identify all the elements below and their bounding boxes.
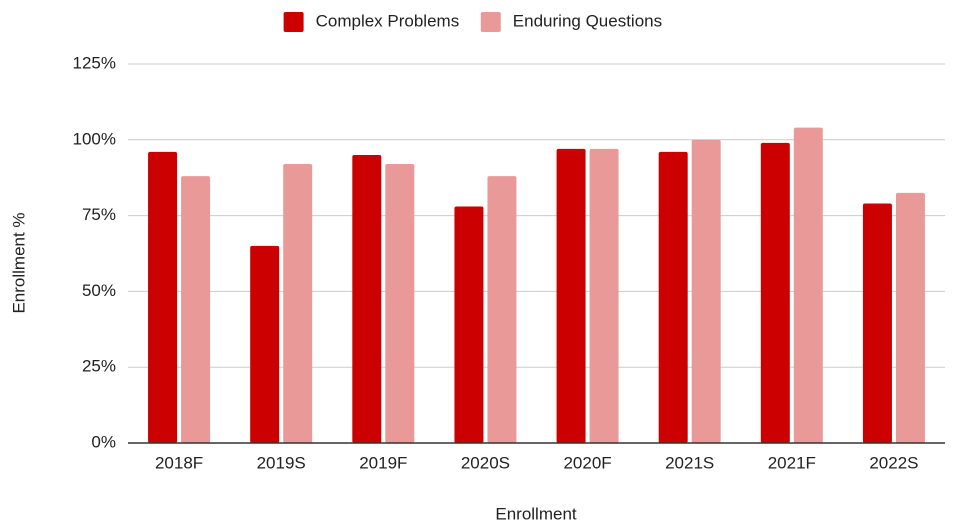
bar <box>556 148 586 443</box>
bar <box>760 142 790 443</box>
bar <box>691 139 721 444</box>
bar <box>862 203 892 443</box>
bar <box>658 151 688 444</box>
legend-swatch <box>480 12 501 32</box>
bar <box>250 245 280 443</box>
bar <box>352 154 382 443</box>
x-tick-label: 2019F <box>359 453 407 472</box>
legend-swatch <box>283 12 304 32</box>
bar <box>283 164 313 443</box>
y-tick-label: 100% <box>73 129 116 148</box>
x-tick-label: 2021F <box>768 453 816 472</box>
bar <box>148 151 178 444</box>
y-tick-label: 50% <box>82 281 116 300</box>
bar <box>454 206 484 443</box>
y-tick-label: 25% <box>82 357 116 376</box>
legend-label: Complex Problems <box>316 11 460 30</box>
x-tick-label: 2020F <box>563 453 611 472</box>
x-tick-label: 2020S <box>461 453 510 472</box>
x-tick-label: 2018F <box>155 453 203 472</box>
bar <box>181 176 211 443</box>
bar <box>589 148 619 443</box>
bar <box>895 192 925 443</box>
y-tick-label: 75% <box>82 205 116 224</box>
y-axis-label: Enrollment % <box>9 212 28 313</box>
y-tick-label: 0% <box>91 432 116 451</box>
x-tick-label: 2021S <box>665 453 714 472</box>
bar <box>487 176 517 443</box>
x-tick-label: 2022S <box>869 453 918 472</box>
y-tick-label: 125% <box>73 53 116 72</box>
x-tick-label: 2019S <box>257 453 306 472</box>
bar <box>793 127 823 443</box>
legend-label: Enduring Questions <box>513 11 662 30</box>
bar <box>385 164 415 443</box>
x-axis-label: Enrollment <box>495 504 577 523</box>
